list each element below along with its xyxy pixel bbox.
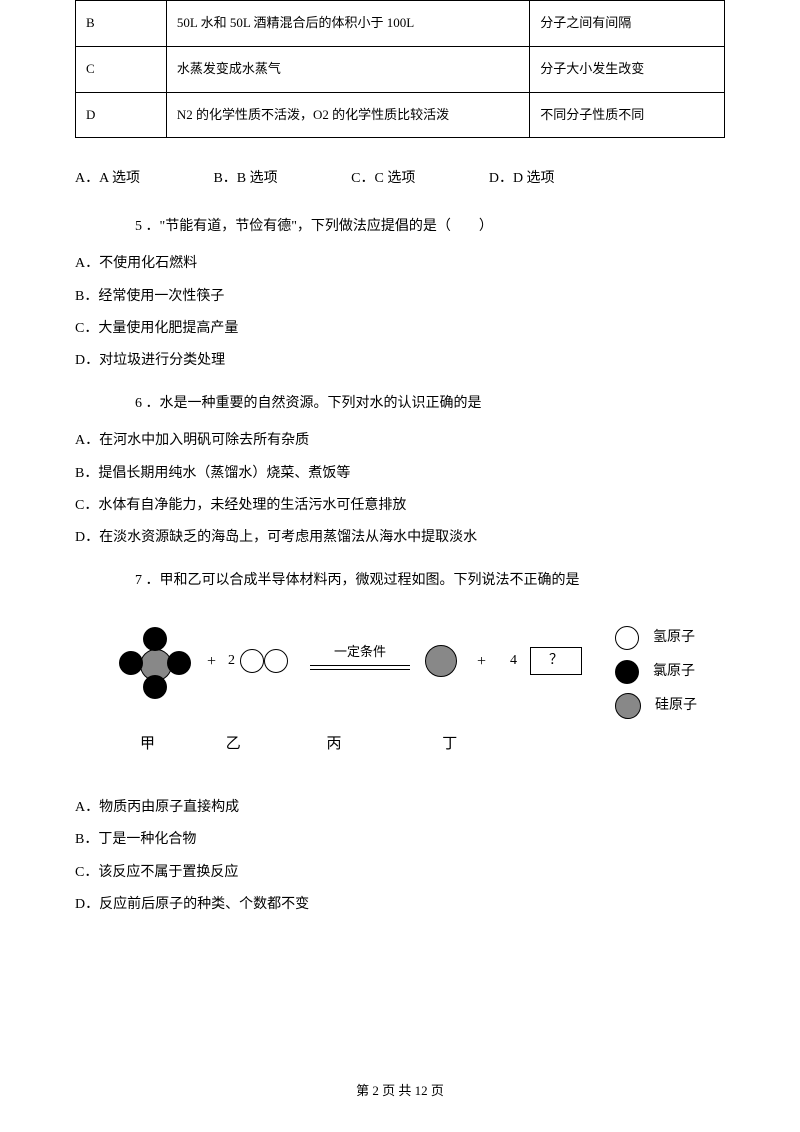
legend-cl: 氯原子 (653, 661, 695, 683)
si-atom-icon (615, 693, 641, 719)
h-atom-icon (240, 649, 264, 673)
q5-opt-b: B．经常使用一次性筷子 (75, 286, 725, 308)
cl-atom-icon (143, 627, 167, 651)
si-atom-icon (425, 645, 457, 677)
q5-stem: 5 ．"节能有道，节俭有德"，下列做法应提倡的是（ ） (135, 216, 725, 238)
plus-icon: + (207, 649, 216, 675)
h-atom-icon (615, 626, 639, 650)
opt-d: D．D 选项 (489, 168, 555, 190)
opt-b: B．B 选项 (213, 168, 277, 190)
condition-text: 一定条件 (334, 644, 386, 659)
row-key: B (76, 1, 167, 47)
table-row: DN2 的化学性质不活泼，O2 的化学性质比较活泼不同分子性质不同 (76, 92, 725, 138)
q7-opt-d: D．反应前后原子的种类、个数都不变 (75, 894, 725, 916)
atom-legend: 氢原子 氯原子 硅原子 (615, 622, 697, 724)
molecule-labels: 甲 乙 丙 丁 (140, 732, 459, 756)
reaction-condition: 一定条件 (310, 642, 410, 670)
coef-yi: 2 (228, 650, 235, 672)
row-fact: N2 的化学性质不活泼，O2 的化学性质比较活泼 (166, 92, 529, 138)
molecule-bing (425, 645, 457, 677)
coef-ding: 4 (510, 650, 517, 672)
legend-h: 氢原子 (653, 627, 695, 649)
q6-opt-d: D．在淡水资源缺乏的海岛上，可考虑用蒸馏法从海水中提取淡水 (75, 527, 725, 549)
row-expl: 不同分子性质不同 (530, 92, 725, 138)
q7-opt-a: A．物质丙由原子直接构成 (75, 797, 725, 819)
label-jia: 甲 (140, 732, 220, 756)
q6-opt-c: C．水体有自净能力，未经处理的生活污水可任意排放 (75, 495, 725, 517)
q6-stem: 6 ．水是一种重要的自然资源。下列对水的认识正确的是 (135, 393, 725, 415)
q5-opt-a: A．不使用化石燃料 (75, 253, 725, 275)
q5-opt-c: C．大量使用化肥提高产量 (75, 318, 725, 340)
molecule-jia (115, 627, 195, 697)
label-ding: 丁 (442, 732, 459, 756)
cl-atom-icon (615, 660, 639, 684)
q4-options: A．A 选项 B．B 选项 C．C 选项 D．D 选项 (75, 168, 725, 190)
row-key: D (76, 92, 167, 138)
label-yi: 乙 (226, 732, 321, 756)
label-bing: 丙 (327, 732, 437, 756)
q6-opt-b: B．提倡长期用纯水（蒸馏水）烧菜、煮饭等 (75, 463, 725, 485)
equals-line-icon (310, 665, 410, 670)
plus-icon: + (477, 649, 486, 675)
q5-opt-d: D．对垃圾进行分类处理 (75, 350, 725, 372)
q7-stem: 7 ．甲和乙可以合成半导体材料丙，微观过程如图。下列说法不正确的是 (135, 570, 725, 592)
q7-opt-c: C．该反应不属于置换反应 (75, 862, 725, 884)
row-fact: 水蒸发变成水蒸气 (166, 46, 529, 92)
fact-table: B50L 水和 50L 酒精混合后的体积小于 100L分子之间有间隔 C水蒸发变… (75, 0, 725, 138)
table-row: B50L 水和 50L 酒精混合后的体积小于 100L分子之间有间隔 (76, 1, 725, 47)
h-atom-icon (264, 649, 288, 673)
row-expl: 分子大小发生改变 (530, 46, 725, 92)
row-expl: 分子之间有间隔 (530, 1, 725, 47)
cl-atom-icon (167, 651, 191, 675)
unknown-box: ？ (530, 647, 582, 675)
molecule-yi (240, 649, 288, 681)
table-row: C水蒸发变成水蒸气分子大小发生改变 (76, 46, 725, 92)
page-footer: 第 2 页 共 12 页 (75, 1081, 725, 1102)
cl-atom-icon (143, 675, 167, 699)
opt-c: C．C 选项 (351, 168, 415, 190)
opt-a: A．A 选项 (75, 168, 140, 190)
q6-opt-a: A．在河水中加入明矾可除去所有杂质 (75, 430, 725, 452)
cl-atom-icon (119, 651, 143, 675)
row-key: C (76, 46, 167, 92)
q7-opt-b: B．丁是一种化合物 (75, 829, 725, 851)
reaction-diagram: + 2 一定条件 + 4 ？ 氢原子 氯原子 硅原子 甲 乙 丙 丁 (115, 617, 725, 777)
legend-si: 硅原子 (655, 695, 697, 717)
row-fact: 50L 水和 50L 酒精混合后的体积小于 100L (166, 1, 529, 47)
